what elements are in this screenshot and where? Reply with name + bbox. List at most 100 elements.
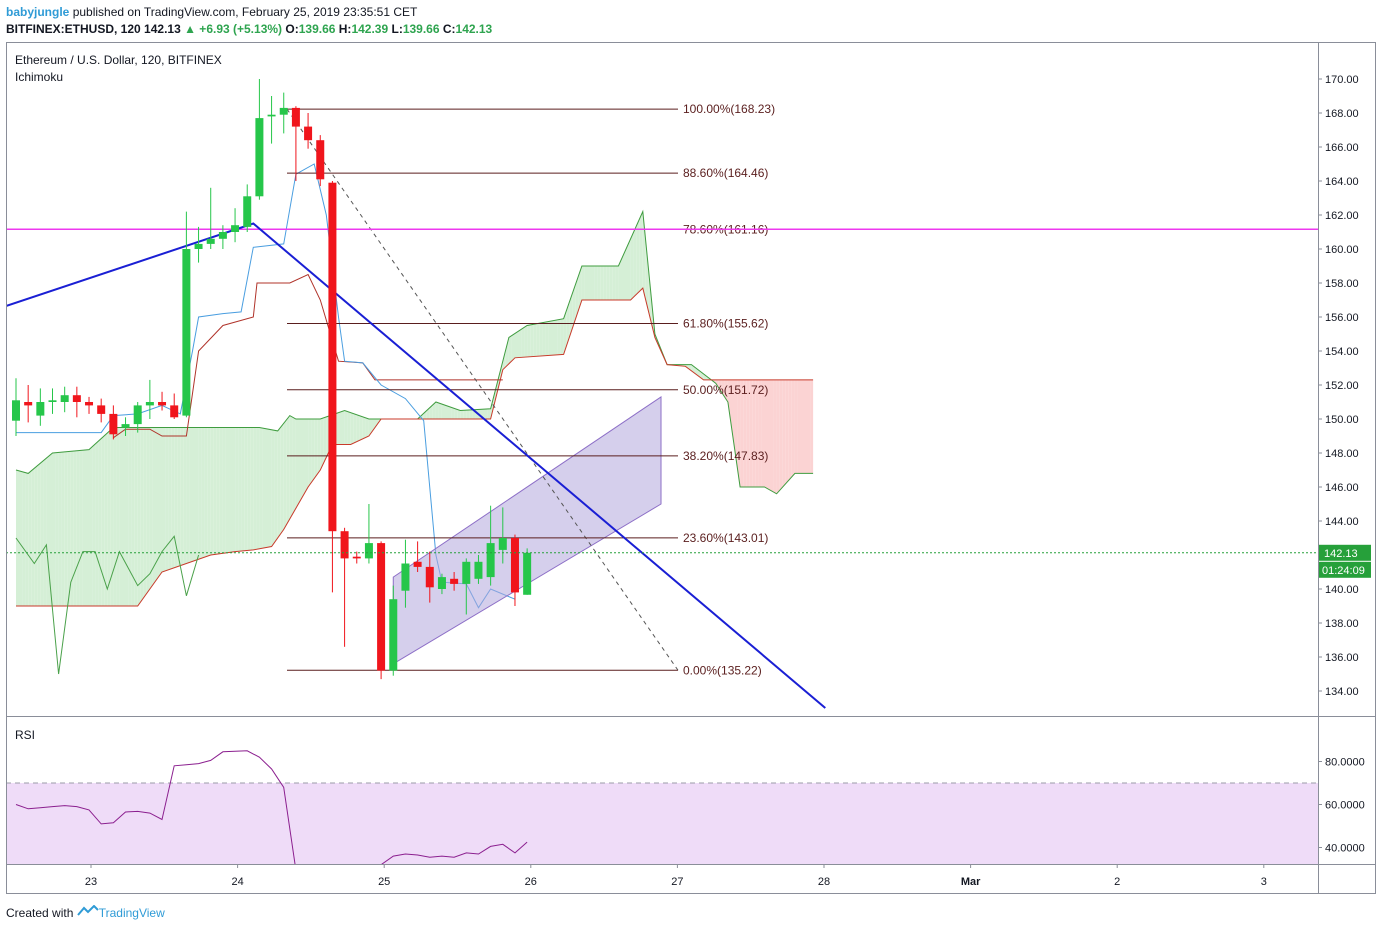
cloud-segment bbox=[277, 427, 281, 538]
cloud-segment bbox=[192, 427, 196, 562]
cloud-segment bbox=[235, 427, 239, 552]
candle bbox=[510, 534, 519, 606]
cloud-segment bbox=[788, 379, 792, 481]
cloud-segment bbox=[621, 252, 625, 300]
cloud-segment bbox=[740, 379, 744, 487]
cloud-segment bbox=[67, 451, 71, 606]
cloud-segment bbox=[61, 451, 65, 606]
cloud-segment bbox=[581, 266, 585, 300]
cloud-segment bbox=[688, 364, 692, 371]
cloud-segment bbox=[180, 427, 184, 566]
cloud-segment bbox=[311, 419, 315, 483]
cloud-segment bbox=[58, 452, 62, 606]
candle bbox=[145, 379, 154, 419]
indicator-ichimoku[interactable]: Ichimoku bbox=[15, 70, 63, 84]
cloud-segment bbox=[493, 385, 497, 407]
candle bbox=[425, 551, 434, 603]
cloud-segment bbox=[52, 452, 56, 606]
cloud-segment bbox=[542, 322, 546, 356]
rsi-tick-label: 60.0000 bbox=[1325, 800, 1365, 812]
cloud-segment bbox=[317, 419, 321, 475]
candle-body bbox=[60, 395, 69, 402]
tradingview-logo-icon bbox=[76, 904, 99, 920]
cloud-segment bbox=[548, 321, 552, 356]
candle bbox=[291, 106, 300, 181]
candle bbox=[364, 504, 373, 564]
indicator-rsi[interactable]: RSI bbox=[15, 728, 35, 742]
time-tick-label: 3 bbox=[1261, 876, 1267, 888]
cloud-segment bbox=[198, 427, 202, 560]
cloud-segment bbox=[308, 419, 312, 487]
cloud-segment bbox=[779, 379, 783, 491]
cloud-segment bbox=[40, 460, 44, 606]
cloud-segment bbox=[530, 324, 534, 357]
price-tick-label: 162.00 bbox=[1325, 210, 1359, 222]
cloud-segment bbox=[25, 472, 29, 606]
cloud-segment bbox=[359, 415, 363, 441]
cloud-segment bbox=[797, 379, 801, 474]
cloud-segment bbox=[545, 321, 549, 356]
cloud-segment bbox=[518, 329, 522, 358]
fib-level-label: 38.20%(147.83) bbox=[683, 449, 768, 463]
cloud-segment bbox=[259, 427, 263, 549]
cloud-segment bbox=[143, 427, 147, 598]
cloud-segment bbox=[22, 471, 26, 606]
cloud-segment bbox=[19, 470, 23, 606]
high-label: H: bbox=[338, 22, 352, 36]
open-value: 139.66 bbox=[298, 22, 336, 36]
cloud-segment bbox=[156, 427, 159, 581]
trendline-path bbox=[7, 222, 826, 709]
time-axis[interactable]: 23 24 25 26 27 28 Mar 2 3 bbox=[85, 864, 1267, 888]
cloud-segment bbox=[34, 465, 38, 606]
cloud-segment bbox=[466, 410, 470, 419]
cloud-segment bbox=[347, 411, 351, 445]
candle bbox=[231, 208, 240, 243]
time-tick-label: 25 bbox=[378, 876, 390, 888]
cloud-segment bbox=[618, 259, 622, 300]
candle bbox=[121, 417, 130, 436]
cloud-segment bbox=[174, 427, 178, 568]
time-tick-label: Mar bbox=[961, 876, 981, 888]
time-tick-label: 2 bbox=[1114, 876, 1120, 888]
candle-body bbox=[36, 402, 45, 416]
cloud-segment bbox=[457, 409, 461, 419]
candle-body bbox=[133, 405, 142, 425]
high-value: 142.39 bbox=[351, 22, 389, 36]
candle bbox=[340, 527, 349, 647]
candle bbox=[48, 388, 57, 414]
author-link[interactable]: babyjungle bbox=[6, 5, 70, 19]
cloud-segment bbox=[645, 242, 649, 313]
trendline[interactable] bbox=[6, 222, 826, 709]
countdown-value: 01:24:09 bbox=[1322, 565, 1365, 577]
cloud-segment bbox=[280, 423, 284, 534]
candle-body bbox=[170, 405, 179, 418]
cloud-segment bbox=[575, 274, 579, 319]
cloud-segment bbox=[286, 415, 290, 525]
price-axis[interactable]: 134.00136.00138.00140.00142.00144.00146.… bbox=[1318, 74, 1359, 698]
price-tick-label: 164.00 bbox=[1325, 176, 1359, 188]
fib-trend-line bbox=[286, 108, 679, 671]
candle-body bbox=[158, 402, 167, 406]
cloud-segment bbox=[195, 427, 199, 561]
cloud-segment bbox=[588, 266, 591, 300]
cloud-segment bbox=[776, 379, 780, 494]
candle-body bbox=[121, 424, 130, 428]
candle bbox=[133, 402, 142, 433]
cloud-segment bbox=[219, 427, 223, 554]
cloud-segment bbox=[283, 419, 287, 530]
rsi-axis[interactable]: 40.0000 60.0000 80.0000 bbox=[1318, 757, 1365, 855]
chart-frame[interactable]: 100.00%(168.23)88.60%(164.46)78.60%(161.… bbox=[6, 42, 1376, 894]
low-label: L: bbox=[391, 22, 403, 36]
cloud-segment bbox=[630, 232, 634, 300]
cloud-segment bbox=[484, 409, 488, 419]
published-text: published on TradingView.com, February 2… bbox=[72, 5, 418, 19]
tradingview-link[interactable]: TradingView bbox=[98, 906, 165, 920]
candle-body bbox=[437, 577, 446, 589]
cloud-segment bbox=[314, 419, 318, 479]
cloud-segment bbox=[76, 450, 80, 606]
footer: Created with TradingView bbox=[6, 904, 165, 920]
cloud-segment bbox=[73, 450, 77, 606]
cloud-segment bbox=[551, 320, 555, 356]
candle bbox=[206, 187, 215, 249]
cloud-segment bbox=[761, 379, 765, 487]
